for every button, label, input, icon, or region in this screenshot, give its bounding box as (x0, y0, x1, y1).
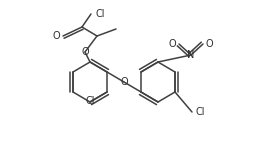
Text: O: O (168, 39, 176, 49)
Text: Cl: Cl (95, 9, 105, 19)
Text: N: N (187, 50, 195, 60)
Text: Cl: Cl (85, 96, 95, 106)
Text: O: O (120, 77, 128, 87)
Text: O: O (206, 39, 214, 49)
Text: Cl: Cl (196, 107, 206, 117)
Text: O: O (52, 31, 60, 41)
Text: O: O (81, 47, 89, 57)
